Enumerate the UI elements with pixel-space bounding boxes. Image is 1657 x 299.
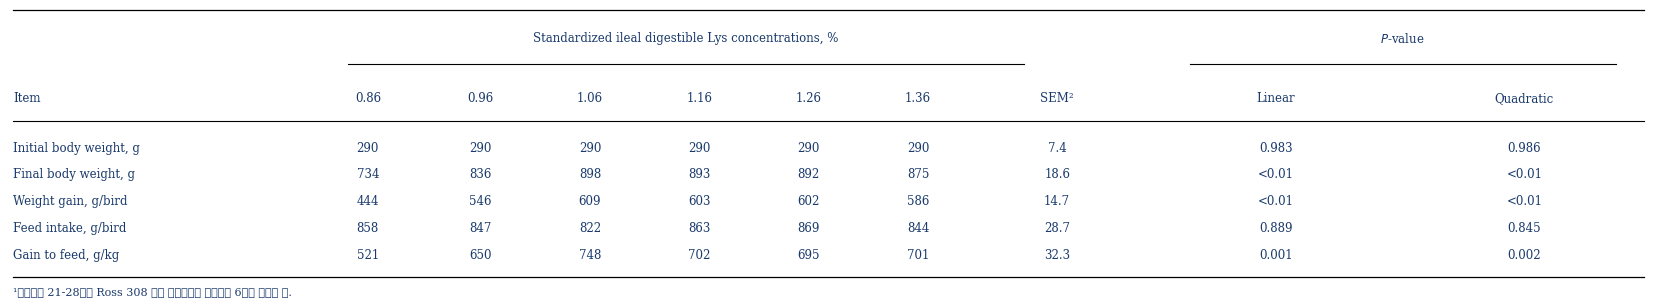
Text: 7.4: 7.4: [1047, 141, 1067, 155]
Text: 875: 875: [906, 168, 930, 181]
Text: 863: 863: [688, 222, 711, 235]
Text: 603: 603: [688, 195, 711, 208]
Text: 546: 546: [469, 195, 492, 208]
Text: 898: 898: [578, 168, 601, 181]
Text: 18.6: 18.6: [1044, 168, 1070, 181]
Text: 1.26: 1.26: [795, 92, 822, 105]
Text: 822: 822: [578, 222, 601, 235]
Text: 290: 290: [797, 141, 820, 155]
Text: 586: 586: [906, 195, 930, 208]
Text: <0.01: <0.01: [1506, 168, 1543, 181]
Text: 32.3: 32.3: [1044, 249, 1070, 262]
Text: Standardized ileal digestible Lys concentrations, %: Standardized ileal digestible Lys concen…: [534, 32, 838, 45]
Text: 290: 290: [578, 141, 601, 155]
Text: 290: 290: [906, 141, 930, 155]
Text: 847: 847: [469, 222, 492, 235]
Text: 1.36: 1.36: [905, 92, 931, 105]
Text: 602: 602: [797, 195, 820, 208]
Text: <0.01: <0.01: [1258, 168, 1294, 181]
Text: Initial body weight, g: Initial body weight, g: [13, 141, 141, 155]
Text: 0.983: 0.983: [1259, 141, 1292, 155]
Text: 695: 695: [797, 249, 820, 262]
Text: Item: Item: [13, 92, 41, 105]
Text: 1.06: 1.06: [577, 92, 603, 105]
Text: 609: 609: [578, 195, 601, 208]
Text: 893: 893: [688, 168, 711, 181]
Text: <0.01: <0.01: [1258, 195, 1294, 208]
Text: 28.7: 28.7: [1044, 222, 1070, 235]
Text: SEM²: SEM²: [1041, 92, 1074, 105]
Text: 0.845: 0.845: [1508, 222, 1541, 235]
Text: 1.16: 1.16: [686, 92, 713, 105]
Text: 748: 748: [578, 249, 601, 262]
Text: 0.96: 0.96: [467, 92, 494, 105]
Text: 14.7: 14.7: [1044, 195, 1070, 208]
Text: 290: 290: [356, 141, 379, 155]
Text: 0.002: 0.002: [1508, 249, 1541, 262]
Text: Gain to feed, g/kg: Gain to feed, g/kg: [13, 249, 119, 262]
Text: Quadratic: Quadratic: [1495, 92, 1554, 105]
Text: 0.986: 0.986: [1508, 141, 1541, 155]
Text: 869: 869: [797, 222, 820, 235]
Text: 0.889: 0.889: [1259, 222, 1292, 235]
Text: 0.001: 0.001: [1259, 249, 1292, 262]
Text: <0.01: <0.01: [1506, 195, 1543, 208]
Text: ¹데이터는 21-28일령 Ross 308 수켓 육쪼에서의 케이지당 6수씩 정리한 값.: ¹데이터는 21-28일령 Ross 308 수켓 육쪼에서의 케이지당 6수씩…: [13, 287, 292, 298]
Text: Final body weight, g: Final body weight, g: [13, 168, 136, 181]
Text: Linear: Linear: [1256, 92, 1296, 105]
Text: 290: 290: [469, 141, 492, 155]
Text: 702: 702: [688, 249, 711, 262]
Text: 701: 701: [906, 249, 930, 262]
Text: 0.86: 0.86: [355, 92, 381, 105]
Text: 858: 858: [356, 222, 379, 235]
Text: 444: 444: [356, 195, 379, 208]
Text: 892: 892: [797, 168, 820, 181]
Text: Feed intake, g/bird: Feed intake, g/bird: [13, 222, 126, 235]
Text: Weight gain, g/bird: Weight gain, g/bird: [13, 195, 128, 208]
Text: 290: 290: [688, 141, 711, 155]
Text: $\it{P}$-value: $\it{P}$-value: [1380, 32, 1425, 46]
Text: 521: 521: [356, 249, 379, 262]
Text: 836: 836: [469, 168, 492, 181]
Text: 734: 734: [356, 168, 379, 181]
Text: 650: 650: [469, 249, 492, 262]
Text: 844: 844: [906, 222, 930, 235]
